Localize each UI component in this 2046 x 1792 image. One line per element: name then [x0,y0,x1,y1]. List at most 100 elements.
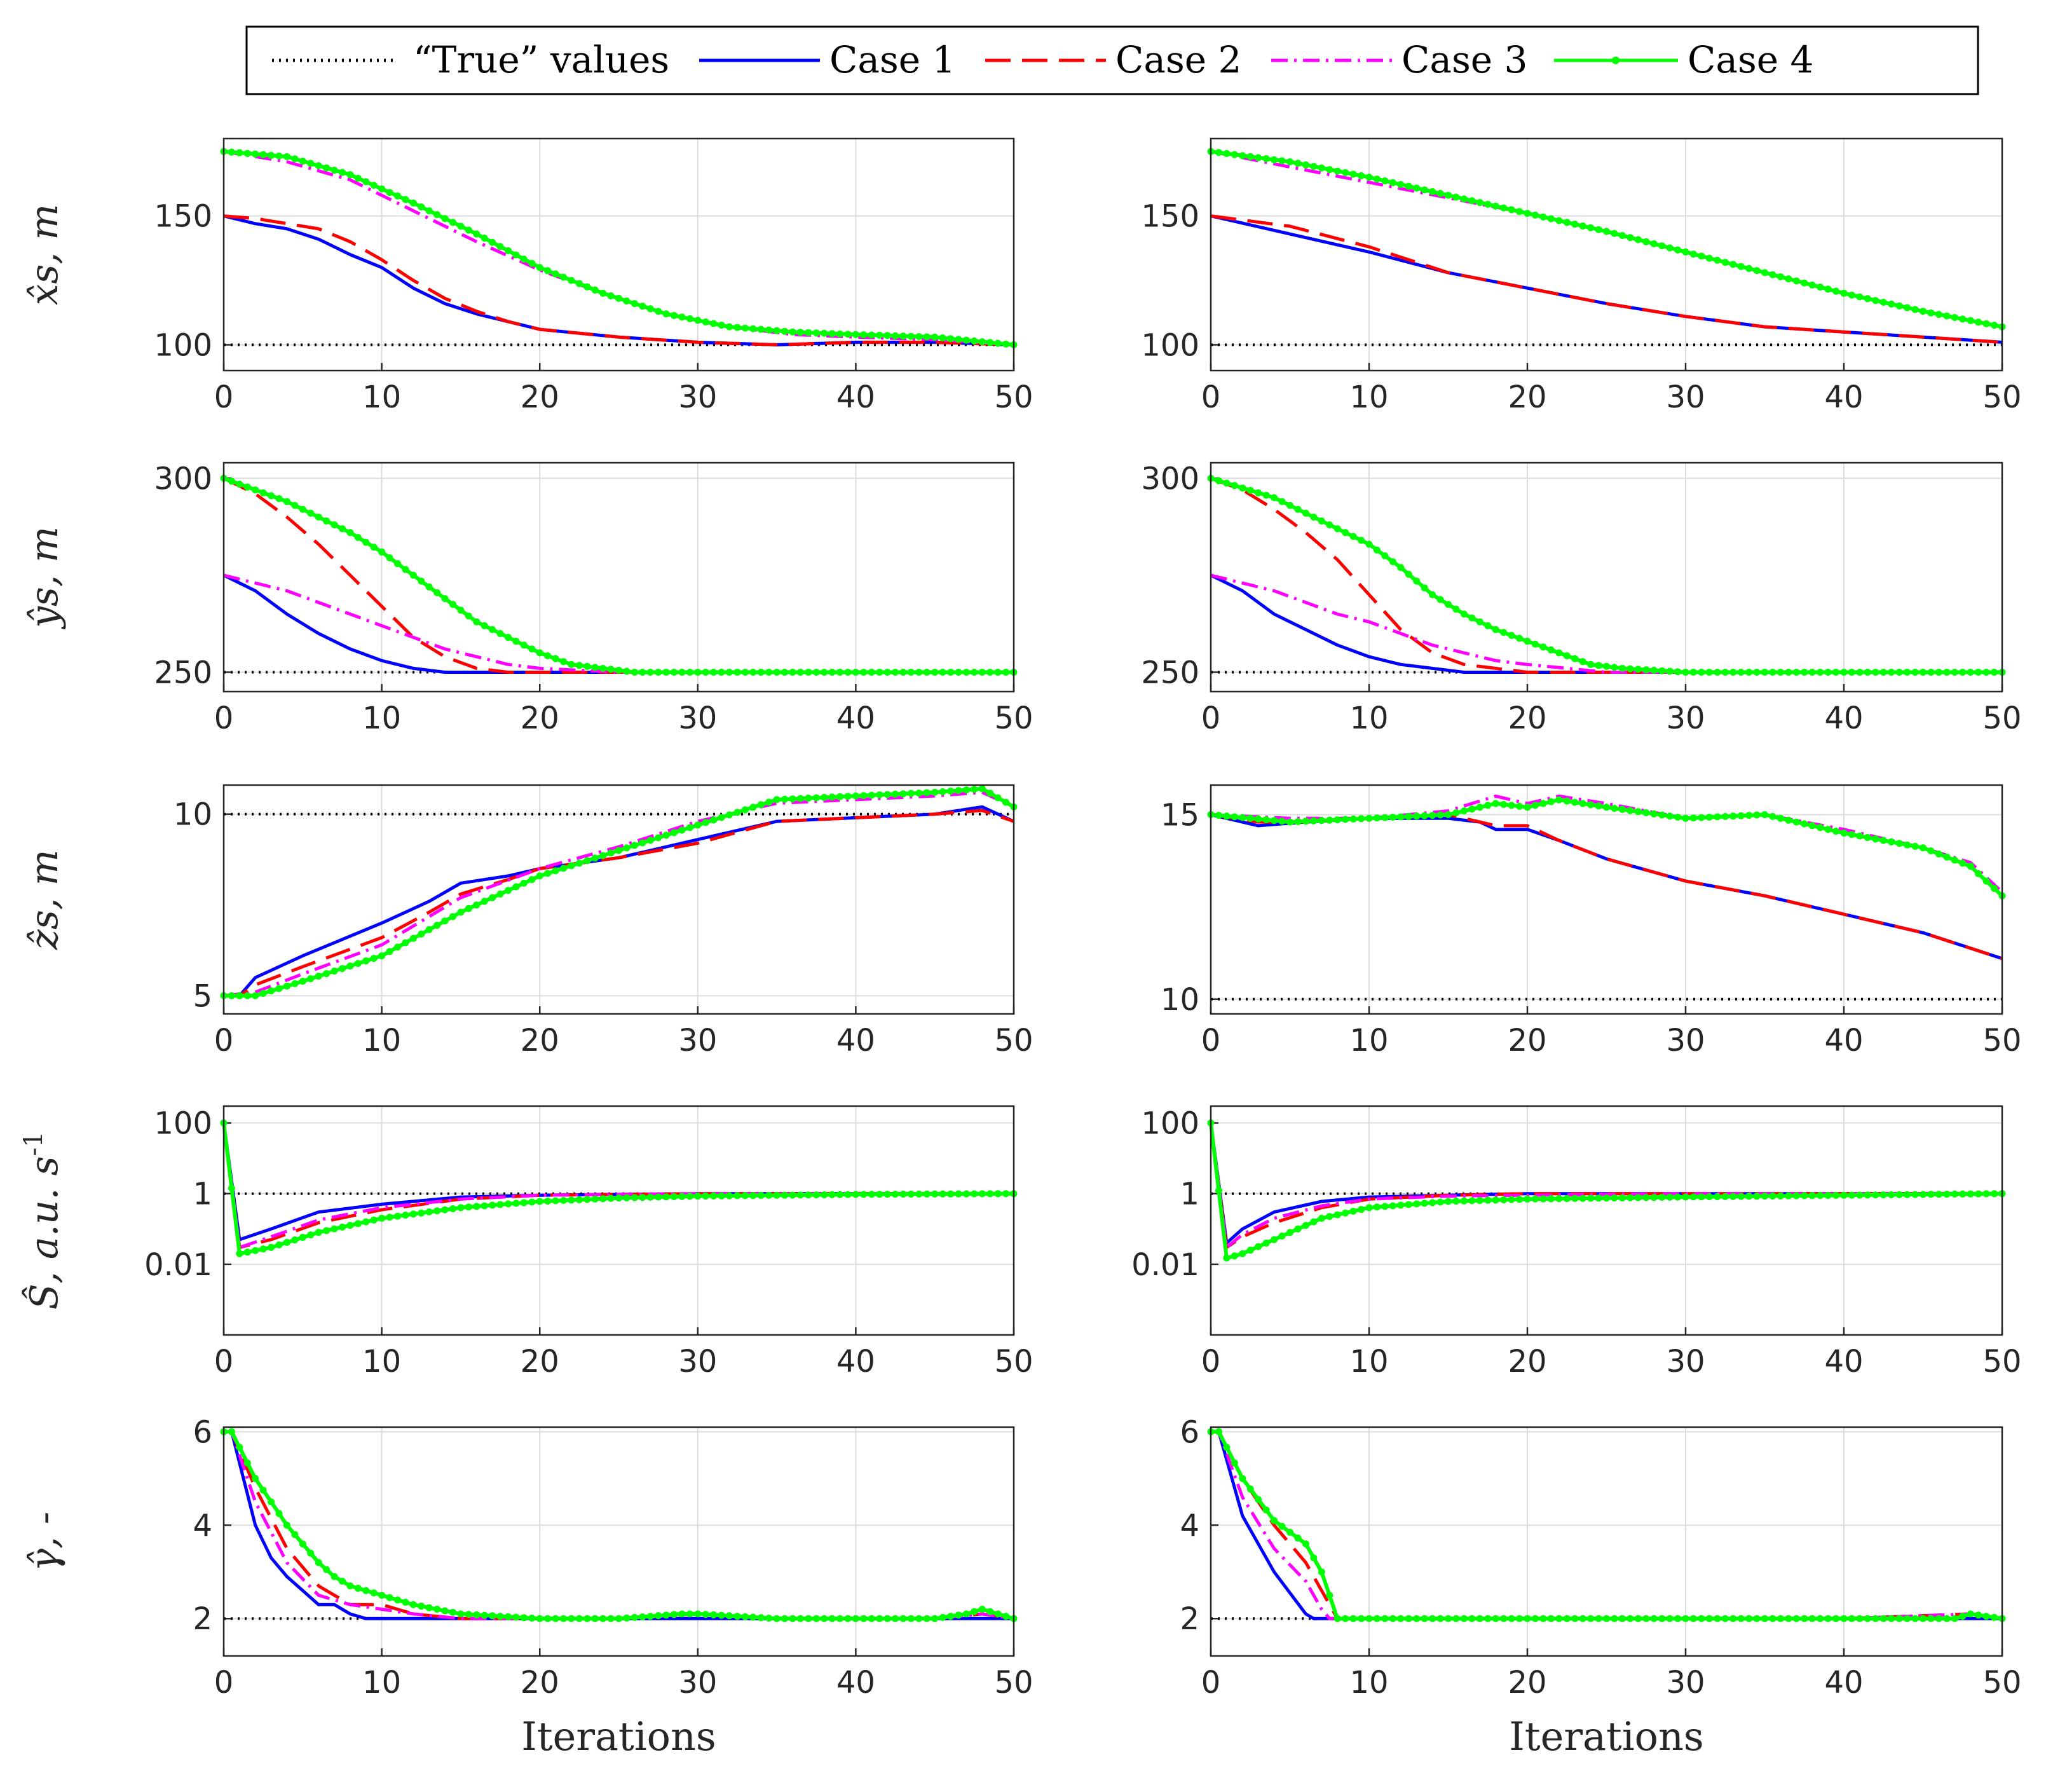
series-point-case4 [852,792,859,800]
series-point-case4 [678,826,686,834]
series-point-case4 [575,1615,583,1622]
series-point-case4 [1271,1517,1278,1524]
series-point-case4 [1904,1191,1911,1198]
series-point-case4 [1318,817,1325,824]
series-point-case4 [836,669,843,676]
series-point-case4 [370,955,378,962]
series-point-case4 [1817,1615,1824,1622]
series-point-case4 [1246,153,1254,160]
series-point-case4 [386,189,393,196]
series-point-case4 [1879,837,1887,844]
series-point-case4 [1864,1615,1871,1622]
series-point-case4 [876,331,883,339]
series-point-case4 [1429,1199,1436,1207]
series-point-case4 [1729,1193,1737,1200]
series-point-case4 [1492,1196,1499,1204]
series-point-case4 [1729,669,1737,676]
series-point-case4 [805,1615,812,1622]
series-point-case4 [1611,1194,1618,1201]
series-point-case4 [1618,805,1626,813]
series-point-case4 [1682,814,1689,822]
series-line-case2 [223,214,1014,346]
series-point-case4 [1342,1615,1349,1622]
series-point-case4 [686,669,693,676]
plot-area [1211,463,2002,692]
series-point-case4 [1255,1243,1262,1250]
series-point-case4 [1967,669,1974,676]
series-point-case4 [275,152,283,160]
series-point-case4 [1508,206,1515,214]
series-point-case4 [646,1613,654,1620]
series-point-case4 [252,486,259,494]
series-point-case4 [591,286,599,294]
series-point-case4 [1255,154,1262,161]
series-point-case4 [354,1220,362,1228]
series-point-case4 [1563,219,1571,226]
series-point-case4 [1920,1191,1927,1198]
series-point-case4 [433,1207,441,1215]
series-point-case4 [1967,1190,1974,1198]
series-point-case4 [1595,662,1602,669]
series-point-case4 [1365,1615,1373,1622]
series-point-case4 [726,323,733,331]
chart-panel-y_right: 0 10 20 30 40 50 250 300 [1141,461,2021,736]
series-point-case4 [962,1190,970,1198]
series-point-case4 [1223,812,1231,820]
series-point-case4 [1745,1615,1753,1622]
series-point-case4 [821,1615,828,1622]
series-point-case4 [1524,804,1531,811]
series-point-case4 [868,791,875,799]
series-point-case4 [1405,1615,1412,1622]
y-tick-label: 2 [1180,1601,1199,1637]
series-point-case4 [639,839,646,847]
series-point-case4 [1714,1193,1721,1200]
x-tick-label: 30 [678,380,717,415]
series-point-case4 [591,1615,599,1622]
series-point-case4 [1848,669,1855,676]
series-point-case4 [796,1615,804,1622]
series-point-case4 [1666,1193,1674,1201]
series-point-case4 [781,1615,788,1622]
series-point-case4 [1721,1615,1729,1622]
series-point-case4 [1967,863,1974,870]
series-point-case4 [481,235,488,242]
series-point-case4 [1879,1615,1887,1622]
series-point-case4 [1262,1506,1270,1514]
series-point-case4 [228,992,235,999]
series-point-case4 [773,669,781,676]
series-point-case4 [623,298,631,304]
series-point-case4 [1943,1615,1951,1622]
series-point-case4 [307,160,315,167]
series-point-case4 [852,1615,859,1622]
series-point-case4 [433,211,441,219]
series-point-case4 [1429,188,1436,195]
series-point-case4 [749,1192,757,1200]
series-point-case4 [1358,1615,1365,1622]
series-point-case4 [1634,1194,1642,1201]
series-point-case4 [1737,1615,1745,1622]
series-point-case4 [1650,1615,1658,1622]
series-point-case4 [1555,796,1563,804]
series-point-case4 [876,669,883,676]
series-point-case4 [1445,1198,1452,1205]
series-point-case4 [1832,1615,1840,1622]
series-point-case4 [939,1190,946,1198]
series-point-case4 [994,1190,1002,1198]
series-point-case4 [1634,808,1642,816]
series-point-case4 [236,149,243,156]
series-point-case4 [1571,798,1579,806]
series-point-case4 [378,1215,386,1222]
series-point-case4 [378,548,386,556]
series-point-case4 [346,962,354,970]
series-point-case4 [1808,1192,1816,1200]
series-point-case4 [1777,814,1784,822]
series-point-case4 [1872,297,1879,304]
series-point-case4 [236,1250,243,1257]
x-tick-label: 10 [1349,701,1388,736]
series-point-case4 [575,859,583,867]
series-point-case4 [1563,1615,1571,1622]
y-tick-label: 10 [1161,982,1199,1018]
series-point-case4 [765,326,773,334]
series-point-case4 [1460,195,1468,203]
series-point-case4 [599,1615,607,1622]
